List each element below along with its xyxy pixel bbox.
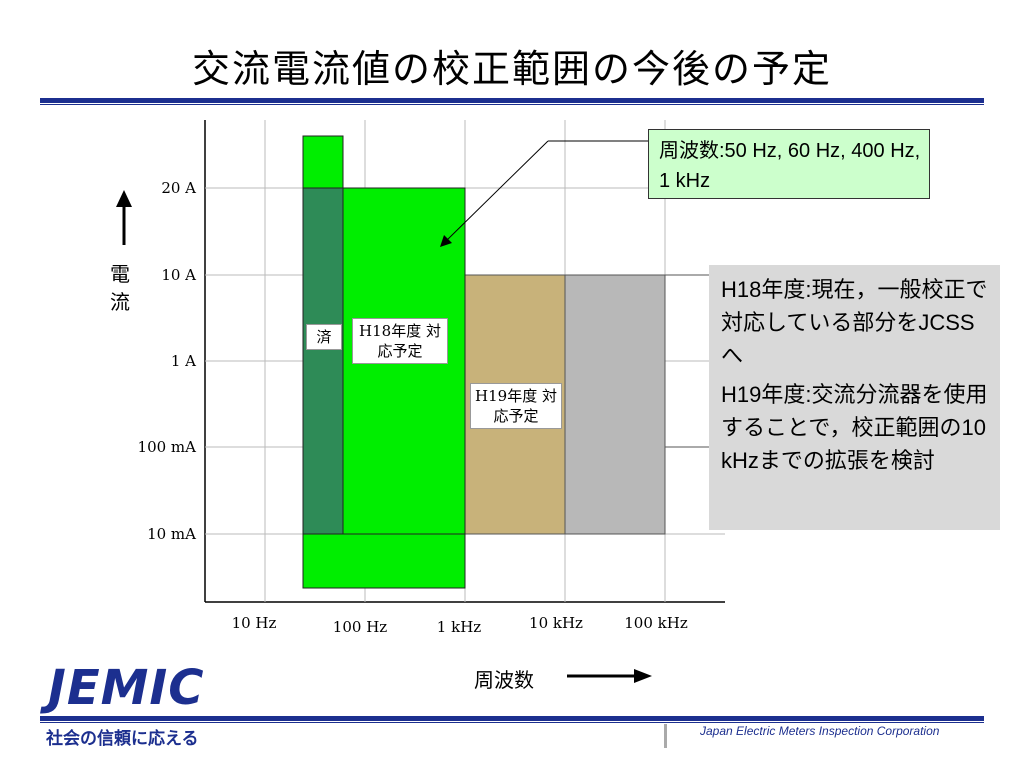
label-h19: H19年度 対応予定 <box>470 383 562 429</box>
note-h19: H19年度:交流分流器を使用することで，校正範囲の10 kHzまでの拡張を検討 <box>721 382 988 473</box>
y-tick-100ma: 100 mA <box>137 438 196 456</box>
label-done: 済 <box>306 324 342 350</box>
range-h18-low-extension <box>302 533 466 589</box>
range-future <box>564 274 666 535</box>
y-tick-20a: 20 A <box>161 179 196 197</box>
footer-separator <box>664 724 667 748</box>
footer-organization: Japan Electric Meters Inspection Corpora… <box>700 724 940 738</box>
page-title: 交流電流値の校正範囲の今後の予定 <box>191 47 832 91</box>
jemic-logo: JEMIC <box>48 660 205 716</box>
range-done <box>302 187 344 535</box>
y-tick-10a: 10 A <box>161 266 196 284</box>
x-axis-title: 周波数 <box>474 668 534 692</box>
range-h18-high-extension <box>302 135 344 189</box>
x-tick-1khz: 1 kHz <box>436 618 482 636</box>
x-tick-10khz: 10 kHz <box>529 614 583 632</box>
x-tick-100hz: 100 Hz <box>332 618 388 636</box>
x-tick-10hz: 10 Hz <box>231 614 277 632</box>
footer-rule <box>40 716 984 721</box>
footer-rule-thin <box>40 722 984 723</box>
x-tick-100khz: 100 kHz <box>624 614 688 632</box>
callout-arrowhead <box>440 235 452 247</box>
header-rule-thin <box>40 104 984 105</box>
frequency-callout: 周波数:50 Hz, 60 Hz, 400 Hz, 1 kHz <box>648 129 930 199</box>
footer-slogan: 社会の信頼に応える <box>46 729 199 749</box>
y-tick-1a: 1 A <box>170 352 196 370</box>
y-tick-10ma: 10 mA <box>147 525 196 543</box>
note-h18: H18年度:現在，一般校正で対応している部分をJCSSへ <box>721 277 988 368</box>
x-axis-arrowhead <box>634 669 652 683</box>
label-h18: H18年度 対応予定 <box>352 318 448 364</box>
y-axis-title: 電流 <box>110 262 130 314</box>
header-rule <box>40 98 984 103</box>
y-axis-arrowhead <box>116 190 132 207</box>
notes-box: H18年度:現在，一般校正で対応している部分をJCSSへ H19年度:交流分流器… <box>709 265 1000 530</box>
